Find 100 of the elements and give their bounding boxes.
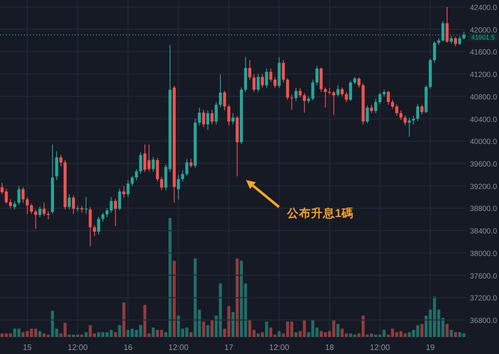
bar	[256, 333, 260, 337]
bar	[236, 258, 239, 337]
bar	[362, 316, 365, 337]
candlestick	[282, 60, 285, 83]
candlestick	[248, 60, 252, 80]
candlestick	[286, 78, 290, 100]
bar	[324, 332, 327, 337]
bar	[332, 320, 336, 337]
bar	[399, 331, 402, 337]
bar	[156, 330, 159, 337]
x-tick-label: 15	[22, 343, 32, 352]
candlestick	[181, 170, 184, 182]
bar	[336, 324, 340, 337]
candlestick	[185, 158, 188, 176]
candlestick	[92, 224, 96, 237]
bar	[194, 258, 197, 337]
bar	[126, 330, 130, 337]
bar	[106, 332, 109, 337]
candlestick	[227, 104, 230, 126]
bar	[458, 332, 462, 337]
candlestick	[152, 156, 155, 172]
bar	[462, 333, 466, 337]
bar	[278, 331, 281, 337]
bar	[50, 310, 54, 337]
bar	[395, 332, 398, 337]
bar	[97, 332, 100, 337]
candlestick	[252, 74, 256, 92]
bar	[42, 333, 46, 337]
candlestick	[315, 65, 318, 86]
candlestick	[97, 216, 100, 235]
x-tick-label: 12:00	[168, 343, 189, 352]
bar	[370, 333, 374, 337]
candlestick	[320, 66, 323, 92]
bar	[185, 327, 188, 337]
bar	[190, 332, 193, 337]
candlestick	[294, 88, 298, 102]
bar	[34, 328, 38, 337]
candlestick	[404, 115, 407, 126]
bar	[408, 332, 411, 337]
bar	[88, 325, 92, 337]
candlestick	[265, 68, 268, 88]
bar	[302, 320, 306, 337]
candlestick	[374, 98, 378, 114]
candlestick	[26, 196, 29, 214]
candlestick	[278, 56, 281, 88]
candlestick	[218, 74, 222, 108]
bar	[8, 333, 12, 337]
candlestick	[55, 150, 58, 181]
bar	[101, 332, 104, 337]
bar	[404, 333, 407, 337]
bar	[17, 328, 20, 337]
candlestick	[114, 198, 117, 226]
candlestick	[22, 186, 25, 204]
candlestick	[273, 76, 276, 88]
candlestick	[139, 152, 142, 174]
bar	[118, 325, 122, 337]
candlestick	[232, 112, 234, 125]
bar	[13, 328, 16, 337]
candlestick	[269, 68, 272, 82]
candlestick	[126, 180, 130, 198]
candlestick	[260, 74, 264, 88]
candlestick	[378, 92, 382, 105]
x-tick-label: 12:00	[68, 343, 88, 352]
candlestick	[134, 168, 138, 181]
candlestick	[328, 88, 332, 96]
bar	[320, 331, 323, 337]
bar	[227, 306, 230, 337]
bar	[269, 327, 272, 337]
candlestick	[206, 110, 210, 130]
candlestick	[298, 88, 302, 98]
bar	[340, 328, 344, 337]
candlestick	[420, 104, 424, 115]
candlestick	[118, 188, 122, 211]
bar	[454, 332, 458, 337]
bar	[139, 325, 142, 337]
bar	[64, 322, 67, 337]
bar	[143, 304, 146, 337]
bar	[206, 325, 210, 337]
candlestick	[349, 80, 352, 102]
bar	[130, 328, 134, 337]
bar	[349, 333, 352, 337]
bar	[450, 330, 453, 337]
candlestick	[399, 110, 402, 120]
candlestick	[68, 194, 71, 210]
candlestick	[366, 104, 369, 124]
candlestick	[357, 77, 360, 88]
x-tick-label: 18	[325, 343, 335, 352]
candlestick	[59, 154, 62, 167]
candlestick	[433, 40, 436, 64]
bar	[420, 324, 424, 337]
bar	[248, 320, 252, 337]
x-tick-label: 12:00	[269, 343, 290, 352]
bar	[84, 332, 88, 337]
bar	[38, 331, 42, 337]
candlestick	[336, 84, 340, 97]
bar	[294, 332, 298, 337]
annotation: 公布升息1碼	[286, 206, 354, 220]
candlestick	[214, 102, 218, 125]
bar	[30, 328, 33, 337]
bar	[446, 324, 449, 337]
